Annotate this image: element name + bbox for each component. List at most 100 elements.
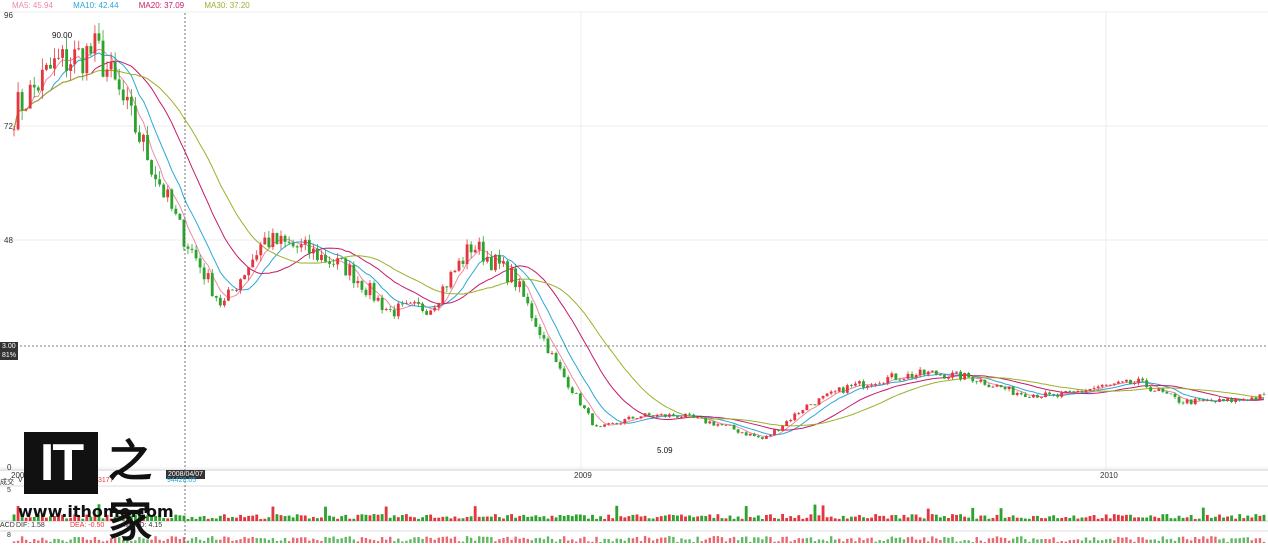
volume-bar: [595, 518, 598, 521]
volume-bar: [769, 514, 772, 521]
macd-bar: [534, 538, 538, 543]
candle-body: [809, 404, 813, 406]
macd-bar: [943, 536, 946, 543]
candle-body: [955, 371, 958, 373]
macd-bar: [405, 540, 408, 543]
macd-bar: [797, 538, 800, 543]
candle-body: [1222, 399, 1225, 401]
macd-bar: [1165, 539, 1169, 543]
volume-bar: [938, 517, 942, 521]
volume-bars: [12, 504, 1266, 521]
macd-bar: [749, 541, 752, 543]
volume-bar: [178, 515, 182, 521]
macd-bar: [235, 540, 238, 543]
macd-bar: [1052, 537, 1055, 543]
candle-body: [1165, 391, 1169, 394]
candle-body: [1116, 381, 1120, 384]
candle-body: [1246, 399, 1250, 401]
candle-body: [647, 413, 651, 416]
macd-bar: [1193, 536, 1197, 543]
candle-body: [1250, 397, 1254, 401]
macd-bar: [409, 539, 412, 543]
legend-ma30: MA30: 37.20: [204, 1, 250, 10]
candle-body: [186, 246, 190, 249]
candle-body: [400, 303, 404, 305]
volume-bar: [760, 518, 764, 521]
volume-bar: [340, 516, 344, 521]
volume-bar: [833, 518, 837, 521]
candle-body: [1133, 383, 1136, 384]
macd-bar: [490, 537, 493, 543]
macd-bar: [283, 537, 287, 543]
candle-body: [255, 255, 259, 260]
macd-bar: [922, 537, 926, 543]
candle-body: [578, 393, 582, 406]
candle-body: [1060, 392, 1064, 397]
volume-bar: [275, 514, 279, 521]
volume-bar: [809, 514, 813, 521]
macd-bar: [967, 540, 970, 543]
moving-average-legend: MA5: 45.94 MA10: 42.44 MA20: 37.09 MA30:…: [12, 1, 268, 10]
candle-body: [194, 249, 198, 259]
candle-body: [748, 433, 752, 436]
candle-body: [388, 309, 392, 310]
candle-body: [1169, 393, 1173, 395]
macd-bar: [461, 541, 465, 543]
candle-body: [910, 373, 914, 378]
macd-bar: [898, 537, 902, 543]
macd-bar: [550, 538, 554, 543]
candle-body: [566, 377, 570, 388]
volume-bar: [1226, 516, 1229, 521]
macd-bar: [866, 538, 869, 543]
candle-body: [356, 281, 360, 284]
macd-bar: [607, 539, 610, 543]
candle-body: [882, 383, 886, 385]
candle-body: [530, 303, 534, 319]
candle-body: [680, 417, 683, 418]
price-axis-label-0: 0: [7, 463, 12, 472]
candle-body: [433, 307, 437, 311]
candle-body: [1064, 391, 1068, 393]
candle-body: [845, 385, 849, 393]
macd-bar: [77, 537, 80, 543]
candle-body: [1027, 396, 1031, 398]
candle-body: [445, 286, 449, 288]
volume-bar: [1023, 518, 1027, 521]
macd-bar: [757, 537, 760, 543]
volume-bar: [878, 515, 882, 521]
volume-bar: [979, 515, 983, 521]
candle-body: [587, 408, 590, 414]
macd-bar: [401, 541, 404, 543]
macd-bar: [304, 537, 307, 543]
candle-body: [570, 387, 574, 393]
macd-bar: [546, 536, 550, 543]
macd-bar: [1181, 536, 1185, 543]
volume-bar: [882, 515, 886, 521]
volume-bar: [1193, 518, 1197, 521]
candle-body: [1242, 399, 1246, 401]
macd-bar: [918, 539, 922, 543]
macd-bar: [243, 536, 246, 543]
volume-bar: [315, 518, 319, 521]
macd-bar: [81, 537, 85, 543]
volume-bar: [89, 516, 93, 521]
macd-bar: [65, 541, 68, 543]
macd-bar: [109, 538, 113, 543]
volume-bar: [1262, 514, 1266, 521]
macd-bar: [469, 537, 473, 543]
volume-bar: [307, 518, 311, 521]
volume-bar: [1076, 518, 1080, 521]
candle-body: [307, 239, 311, 254]
candle-body: [1157, 388, 1161, 391]
candle-body: [926, 371, 930, 375]
volume-label-prefix: 成交: [0, 479, 14, 486]
macd-bar: [287, 541, 291, 543]
volume-bar: [1137, 517, 1140, 521]
candle-body: [813, 404, 817, 406]
volume-bar: [910, 514, 914, 521]
volume-bar: [667, 514, 671, 521]
macd-bar: [1105, 539, 1108, 543]
candle-body: [315, 248, 319, 261]
watermark-it-logo: IT: [24, 432, 98, 494]
